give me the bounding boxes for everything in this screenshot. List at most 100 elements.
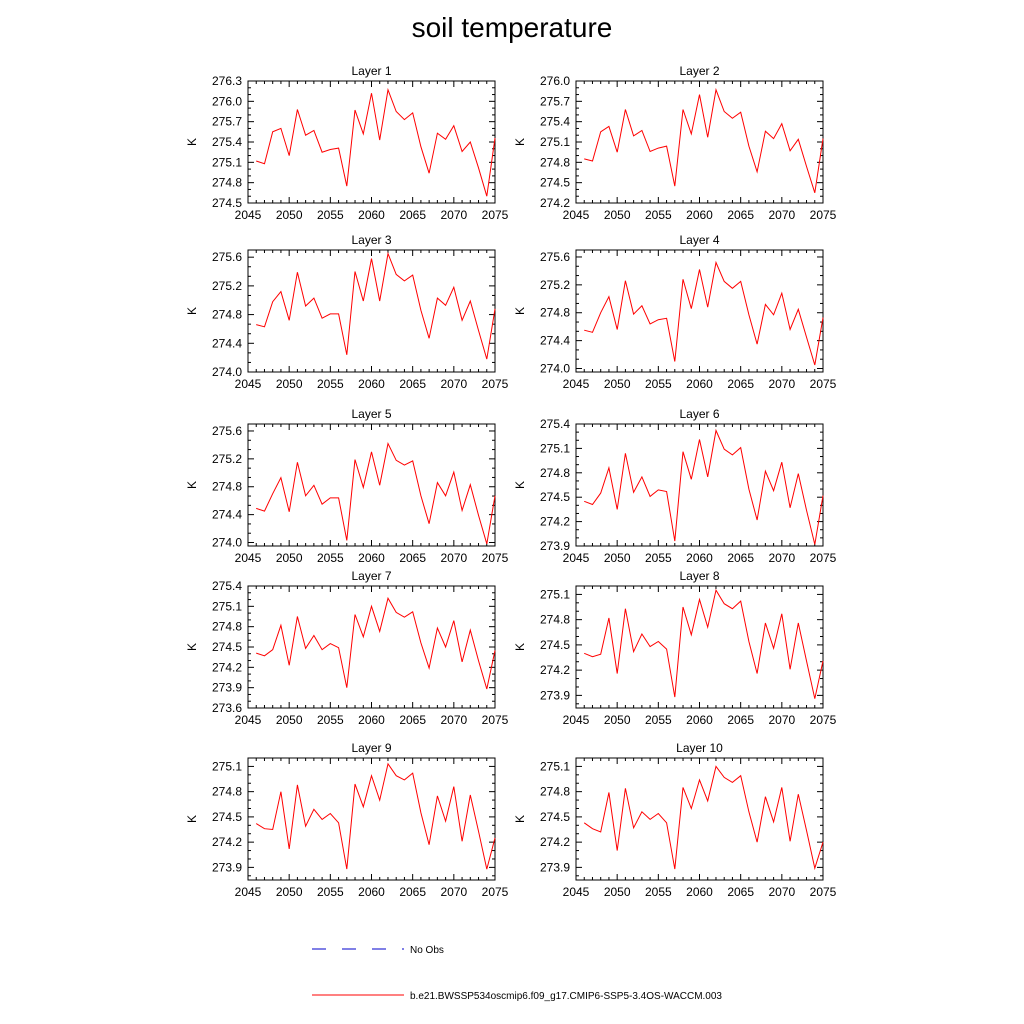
x-tick-label: 2060 <box>358 551 385 565</box>
y-axis-label: K <box>185 643 199 651</box>
y-tick-label: 274.4 <box>212 336 242 350</box>
y-tick-label: 275.6 <box>212 424 242 438</box>
y-tick-label: 275.4 <box>212 135 242 149</box>
y-tick-label: 274.5 <box>540 176 570 190</box>
panel-title: Layer 9 <box>351 741 391 755</box>
y-tick-label: 273.9 <box>540 860 570 874</box>
y-tick-label: 274.2 <box>540 663 570 677</box>
x-tick-label: 2055 <box>317 377 344 391</box>
y-tick-label: 274.5 <box>212 196 242 210</box>
x-tick-label: 2070 <box>440 713 467 727</box>
y-tick-label: 276.0 <box>212 94 242 108</box>
panel-title: Layer 6 <box>679 407 719 421</box>
y-axis-label: K <box>513 481 527 489</box>
x-tick-label: 2065 <box>399 713 426 727</box>
panel-title: Layer 8 <box>679 569 719 583</box>
x-tick-label: 2070 <box>440 551 467 565</box>
y-tick-label: 274.8 <box>540 155 570 169</box>
y-tick-label: 274.8 <box>540 613 570 627</box>
y-tick-label: 274.0 <box>212 365 242 379</box>
legend-label-no-obs: No Obs <box>410 945 444 956</box>
y-tick-label: 274.2 <box>212 660 242 674</box>
y-tick-label: 274.2 <box>212 835 242 849</box>
x-tick-label: 2065 <box>727 377 754 391</box>
series-line <box>256 441 496 545</box>
x-tick-label: 2075 <box>810 885 837 899</box>
panel-title: Layer 10 <box>676 741 723 755</box>
y-tick-label: 275.7 <box>540 94 570 108</box>
y-tick-label: 274.8 <box>540 306 570 320</box>
x-tick-label: 2075 <box>810 377 837 391</box>
y-tick-label: 274.8 <box>540 466 570 480</box>
panel-layer-5: Layer 5 2045 2050 2055 2060 2065 2070 2075 274.0… <box>185 407 509 565</box>
x-tick-label: 2070 <box>440 208 467 222</box>
series-line <box>583 765 824 871</box>
x-tick-label: 2060 <box>686 885 713 899</box>
x-tick-label: 2060 <box>358 885 385 899</box>
x-tick-label: 2045 <box>563 551 590 565</box>
legend: No Obs b.e21.BWSSP534oscmip6.f09_g17.CMIP… <box>312 945 722 1002</box>
series-line <box>584 428 824 545</box>
panel-title: Layer 3 <box>351 233 391 247</box>
x-tick-label: 2050 <box>604 208 631 222</box>
y-tick-label: 275.2 <box>212 279 242 293</box>
y-tick-label: 275.2 <box>540 278 570 292</box>
x-tick-label: 2050 <box>276 377 303 391</box>
y-tick-label: 274.0 <box>540 362 570 376</box>
x-tick-label: 2065 <box>727 551 754 565</box>
x-tick-label: 2075 <box>482 885 509 899</box>
panel-title: Layer 4 <box>679 233 719 247</box>
x-tick-label: 2050 <box>276 885 303 899</box>
panel-layer-6: Layer 6 2045 2050 2055 2060 2065 2070 2075 273.9… <box>513 407 837 565</box>
x-tick-label: 2055 <box>645 377 672 391</box>
x-tick-label: 2060 <box>358 377 385 391</box>
x-tick-label: 2065 <box>399 377 426 391</box>
x-tick-label: 2075 <box>810 551 837 565</box>
x-tick-label: 2070 <box>768 885 795 899</box>
panel-layer-2: Layer 2 2045 2050 2055 2060 2065 2070 2075 274.2… <box>513 64 837 222</box>
series-line <box>584 588 824 699</box>
x-tick-label: 2075 <box>482 208 509 222</box>
y-tick-label: 273.9 <box>212 860 242 874</box>
x-tick-label: 2075 <box>810 713 837 727</box>
y-tick-label: 273.9 <box>540 539 570 553</box>
y-tick-label: 275.6 <box>540 250 570 264</box>
x-tick-label: 2045 <box>563 713 590 727</box>
x-tick-label: 2070 <box>440 377 467 391</box>
x-tick-label: 2065 <box>399 208 426 222</box>
panel-layer-1: Layer 1 2045 2050 2055 2060 2065 2070 2075 274.5… <box>185 64 509 222</box>
x-tick-label: 2045 <box>563 208 590 222</box>
y-tick-label: 274.5 <box>212 640 242 654</box>
x-tick-label: 2045 <box>235 885 262 899</box>
y-tick-label: 275.1 <box>212 599 242 613</box>
y-tick-label: 275.1 <box>540 135 570 149</box>
y-tick-label: 274.8 <box>212 176 242 190</box>
x-tick-label: 2075 <box>482 551 509 565</box>
panel-layer-4: Layer 4 2045 2050 2055 2060 2065 2070 2075 274.0… <box>513 233 837 391</box>
x-tick-label: 2055 <box>645 885 672 899</box>
y-tick-label: 275.1 <box>540 441 570 455</box>
series-line <box>584 87 824 193</box>
panel-layer-7: Layer 7 2045 2050 2055 2060 2065 2070 2075 273.6… <box>185 569 509 727</box>
x-tick-label: 2070 <box>768 377 795 391</box>
y-tick-label: 274.5 <box>540 490 570 504</box>
x-tick-label: 2045 <box>235 551 262 565</box>
x-tick-label: 2050 <box>276 551 303 565</box>
y-tick-label: 274.8 <box>212 480 242 494</box>
x-tick-label: 2060 <box>686 377 713 391</box>
panel-title: Layer 7 <box>351 569 391 583</box>
panel-title: Layer 5 <box>351 407 391 421</box>
panel-title: Layer 2 <box>679 64 719 78</box>
y-axis-label: K <box>513 138 527 146</box>
x-tick-label: 2070 <box>768 713 795 727</box>
series-line <box>256 251 496 360</box>
y-tick-label: 273.9 <box>540 688 570 702</box>
plot-frame <box>575 80 824 204</box>
y-tick-label: 275.7 <box>212 115 242 129</box>
x-tick-label: 2065 <box>727 713 754 727</box>
panel-layer-3: Layer 3 2045 2050 2055 2060 2065 2070 2075 274.0… <box>185 233 509 391</box>
x-tick-label: 2065 <box>399 551 426 565</box>
x-tick-label: 2060 <box>358 713 385 727</box>
series-line <box>584 260 824 366</box>
